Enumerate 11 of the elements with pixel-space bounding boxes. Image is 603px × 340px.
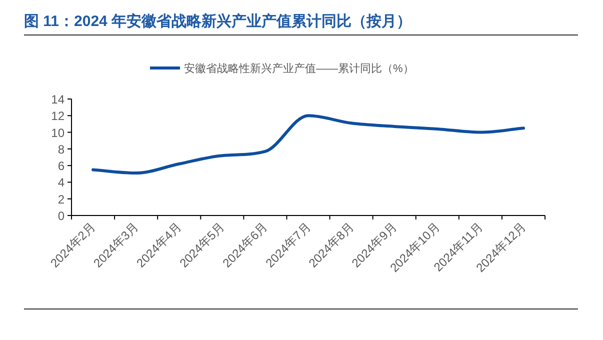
y-tick-label: 4	[58, 176, 65, 190]
y-tick-label: 0	[58, 209, 65, 223]
y-tick-label: 6	[58, 159, 65, 174]
y-tick-label: 14	[51, 92, 65, 106]
y-tick-label: 10	[51, 126, 65, 140]
y-tick-label: 8	[58, 142, 65, 156]
legend: 安徽省战略性新兴产业产值——累计同比（%）	[150, 63, 414, 75]
y-tick-label: 2	[58, 192, 65, 206]
title: 图 11：2024 年安徽省战略新兴产业产值累计同比（按月）	[24, 13, 412, 30]
legend-label: 安徽省战略性新兴产业产值——累计同比（%）	[184, 62, 414, 75]
y-tick-label: 12	[51, 109, 65, 124]
